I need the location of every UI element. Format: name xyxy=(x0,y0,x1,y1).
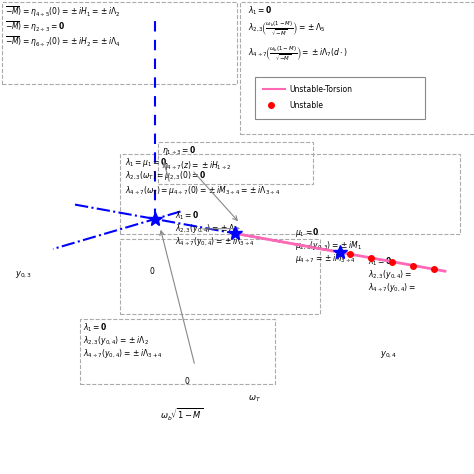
Bar xyxy=(158,142,313,184)
Text: $\mu_{2,3}(y_{0,3}) = \pm iM_1$: $\mu_{2,3}(y_{0,3}) = \pm iM_1$ xyxy=(295,239,362,252)
Text: $y_{0,4}$: $y_{0,4}$ xyxy=(380,349,397,360)
Text: $\lambda_1 = \mathbf{0}$: $\lambda_1 = \mathbf{0}$ xyxy=(175,209,200,221)
Text: $\lambda_{4\div 7}(y_{0,4}) = \pm i\Lambda_{3+4}$: $\lambda_{4\div 7}(y_{0,4}) = \pm i\Lamb… xyxy=(83,347,163,360)
Text: $\eta_{4\div 7}(z) = \pm iH_{1\div 2}$: $\eta_{4\div 7}(z) = \pm iH_{1\div 2}$ xyxy=(162,159,232,172)
Text: $y_{0,3}$: $y_{0,3}$ xyxy=(15,269,32,280)
Text: $\lambda_{4\div 7}(\omega_T) = \mu_{4\div 7}(0) = \pm iM_{3\div 4} = \pm i\Lambd: $\lambda_{4\div 7}(\omega_T) = \mu_{4\di… xyxy=(125,184,280,197)
Text: 0: 0 xyxy=(150,267,155,276)
Text: $\overline{-M}) = \eta_{4\div 5}(0) = \pm iH_1 = \pm i\Lambda_2$: $\overline{-M}) = \eta_{4\div 5}(0) = \p… xyxy=(5,4,121,19)
Bar xyxy=(120,154,460,234)
Text: $\lambda_{4\div 7}(y_{0,4}) = \pm i\Lambda_{3\div 4}$: $\lambda_{4\div 7}(y_{0,4}) = \pm i\Lamb… xyxy=(175,235,255,248)
Text: $\lambda_{2,3}(y_{0,4}) = \pm i\Lambda_2$: $\lambda_{2,3}(y_{0,4}) = \pm i\Lambda_2… xyxy=(83,334,149,347)
Bar xyxy=(80,319,275,384)
Text: $\lambda_{2,3}(y_{0,4}) = \pm\Lambda_5$: $\lambda_{2,3}(y_{0,4}) = \pm\Lambda_5$ xyxy=(175,222,239,235)
Text: $\lambda_1 = \mu_1 = \mathbf{0}$: $\lambda_1 = \mu_1 = \mathbf{0}$ xyxy=(125,156,168,169)
Bar xyxy=(120,239,320,314)
Text: $\overline{-M}) = \eta_{2\div 3} = \mathbf{0}$: $\overline{-M}) = \eta_{2\div 3} = \math… xyxy=(5,19,65,34)
Bar xyxy=(2,2,237,84)
Text: $\mu_{4\div 7} = \pm iM_{3\div 4}$: $\mu_{4\div 7} = \pm iM_{3\div 4}$ xyxy=(295,252,356,265)
Text: $\lambda_{4\div 7}\!\left(\frac{\omega_b(1-M)}{\sqrt{-M}}\right) = \pm i\Lambda_: $\lambda_{4\div 7}\!\left(\frac{\omega_b… xyxy=(248,44,348,63)
Bar xyxy=(240,2,474,134)
Text: Unstable: Unstable xyxy=(289,100,323,109)
Text: $\lambda_{4\div 7}(y_{0,4}) =$: $\lambda_{4\div 7}(y_{0,4}) =$ xyxy=(368,281,416,294)
Text: $\omega_T$: $\omega_T$ xyxy=(248,394,261,404)
Text: $\mu_1 = \mathbf{0}$: $\mu_1 = \mathbf{0}$ xyxy=(295,226,320,239)
Text: $\eta_{1\div 3} = \mathbf{0}$: $\eta_{1\div 3} = \mathbf{0}$ xyxy=(162,144,197,157)
Text: $\omega_b\sqrt{1-M}$: $\omega_b\sqrt{1-M}$ xyxy=(160,406,203,422)
Text: $\overline{-M}) = \eta_{6\div 7}(0) = \pm iH_2 = \pm i\Lambda_4$: $\overline{-M}) = \eta_{6\div 7}(0) = \p… xyxy=(5,34,121,49)
Text: Unstable-Torsion: Unstable-Torsion xyxy=(289,84,352,93)
Text: $\lambda_{2,3}\!\left(\frac{\omega_b(1-M)}{\sqrt{-M}}\right) = \pm\Lambda_5$: $\lambda_{2,3}\!\left(\frac{\omega_b(1-M… xyxy=(248,19,326,38)
Text: $\lambda_1 = \mathbf{0}$: $\lambda_1 = \mathbf{0}$ xyxy=(83,321,108,334)
Text: $\lambda_{2,3}(\omega_T) = \mu_{2,3}(0) = \mathbf{0}$: $\lambda_{2,3}(\omega_T) = \mu_{2,3}(0) … xyxy=(125,169,207,182)
Text: $\lambda_1 = \mathbf{0}$: $\lambda_1 = \mathbf{0}$ xyxy=(368,256,393,268)
Text: 0: 0 xyxy=(185,377,190,386)
Bar xyxy=(255,77,425,119)
Text: $\lambda_{2,3}(y_{0,4}) =$: $\lambda_{2,3}(y_{0,4}) =$ xyxy=(368,268,412,281)
Text: $\lambda_1 = \mathbf{0}$: $\lambda_1 = \mathbf{0}$ xyxy=(248,4,273,17)
